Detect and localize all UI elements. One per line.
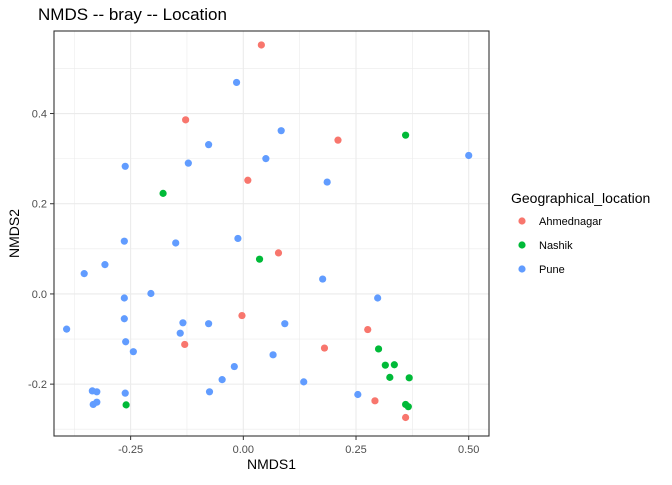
point-pune xyxy=(354,390,362,399)
y-tick-label: 0.4 xyxy=(32,109,47,121)
plot-panel xyxy=(53,30,490,437)
point-pune xyxy=(93,388,101,396)
point-pune xyxy=(262,155,270,163)
point-nashik xyxy=(402,131,410,139)
y-axis-label: NMDS2 xyxy=(6,209,22,258)
x-tick-label: 0.50 xyxy=(458,444,479,456)
point-ahmednagar xyxy=(402,413,410,422)
point-ahmednagar xyxy=(238,311,246,320)
point-pune xyxy=(234,234,242,243)
point-ahmednagar xyxy=(257,41,265,49)
legend: Geographical_location Ahmednagar Nashik Pu… xyxy=(511,190,650,276)
point-pune xyxy=(172,239,180,247)
x-axis-label: NMDS1 xyxy=(247,456,296,472)
legend-label-nashik: Nashik xyxy=(539,240,573,252)
x-tick-label: 0.25 xyxy=(345,444,366,456)
point-pune xyxy=(121,162,129,170)
point-pune xyxy=(205,141,213,149)
point-pune xyxy=(230,362,238,371)
point-pune xyxy=(205,320,213,328)
point-pune xyxy=(63,325,71,333)
minor-gridlines xyxy=(54,31,489,436)
point-nashik xyxy=(405,374,413,382)
x-axis: -0.25 0.00 0.25 0.50 xyxy=(118,436,479,456)
point-pune xyxy=(374,294,382,302)
point-pune xyxy=(319,275,327,283)
point-pune xyxy=(184,159,192,167)
legend-key-pune xyxy=(518,265,526,273)
chart-title: NMDS -- bray -- Location xyxy=(38,5,227,24)
x-tick-label: -0.25 xyxy=(118,444,143,456)
point-nashik xyxy=(381,361,389,369)
point-pune xyxy=(120,294,128,302)
legend-label-ahmednagar: Ahmednagar xyxy=(539,216,602,228)
point-pune xyxy=(176,329,184,337)
legend-items: Ahmednagar Nashik Pune xyxy=(518,216,602,276)
panel-border xyxy=(53,30,490,437)
point-ahmednagar xyxy=(334,136,342,144)
legend-label-pune: Pune xyxy=(539,264,565,276)
point-pune xyxy=(179,319,187,327)
point-ahmednagar xyxy=(181,340,189,349)
point-pune xyxy=(122,338,130,346)
point-nashik xyxy=(390,361,398,369)
point-pune xyxy=(89,400,97,409)
point-nashik xyxy=(255,255,264,263)
major-gridlines xyxy=(54,31,489,436)
point-nashik xyxy=(374,345,383,353)
point-pune xyxy=(300,378,308,386)
point-pune xyxy=(205,388,214,396)
point-pune xyxy=(129,348,137,356)
point-pune xyxy=(120,315,128,323)
point-pune xyxy=(120,237,128,245)
y-tick-label: 0.0 xyxy=(32,289,47,301)
point-pune xyxy=(465,151,473,160)
point-pune xyxy=(147,289,155,298)
point-ahmednagar xyxy=(371,397,379,405)
point-nashik xyxy=(159,189,167,197)
y-tick-label: -0.2 xyxy=(28,379,47,391)
legend-title: Geographical_location xyxy=(511,190,650,206)
point-ahmednagar xyxy=(182,116,190,124)
point-pune xyxy=(269,351,277,359)
point-pune xyxy=(281,320,289,328)
y-axis: -0.2 0.0 0.2 0.4 xyxy=(28,109,54,391)
panel-background xyxy=(54,31,489,436)
point-pune xyxy=(323,178,331,186)
point-pune xyxy=(232,78,241,87)
legend-key-ahmednagar xyxy=(518,217,526,225)
point-ahmednagar xyxy=(320,344,329,352)
point-pune xyxy=(218,376,226,384)
point-nashik xyxy=(404,403,412,411)
point-pune xyxy=(101,261,109,269)
legend-key-nashik xyxy=(518,241,526,249)
point-ahmednagar xyxy=(274,249,283,257)
point-pune xyxy=(80,270,88,278)
point-ahmednagar xyxy=(244,176,252,184)
point-ahmednagar xyxy=(364,325,372,334)
point-pune xyxy=(121,389,129,397)
point-nashik xyxy=(122,401,130,409)
point-pune xyxy=(277,127,285,135)
x-tick-label: 0.00 xyxy=(233,444,254,456)
point-nashik xyxy=(386,373,394,381)
y-tick-label: 0.2 xyxy=(32,199,47,211)
data-points xyxy=(63,41,473,422)
